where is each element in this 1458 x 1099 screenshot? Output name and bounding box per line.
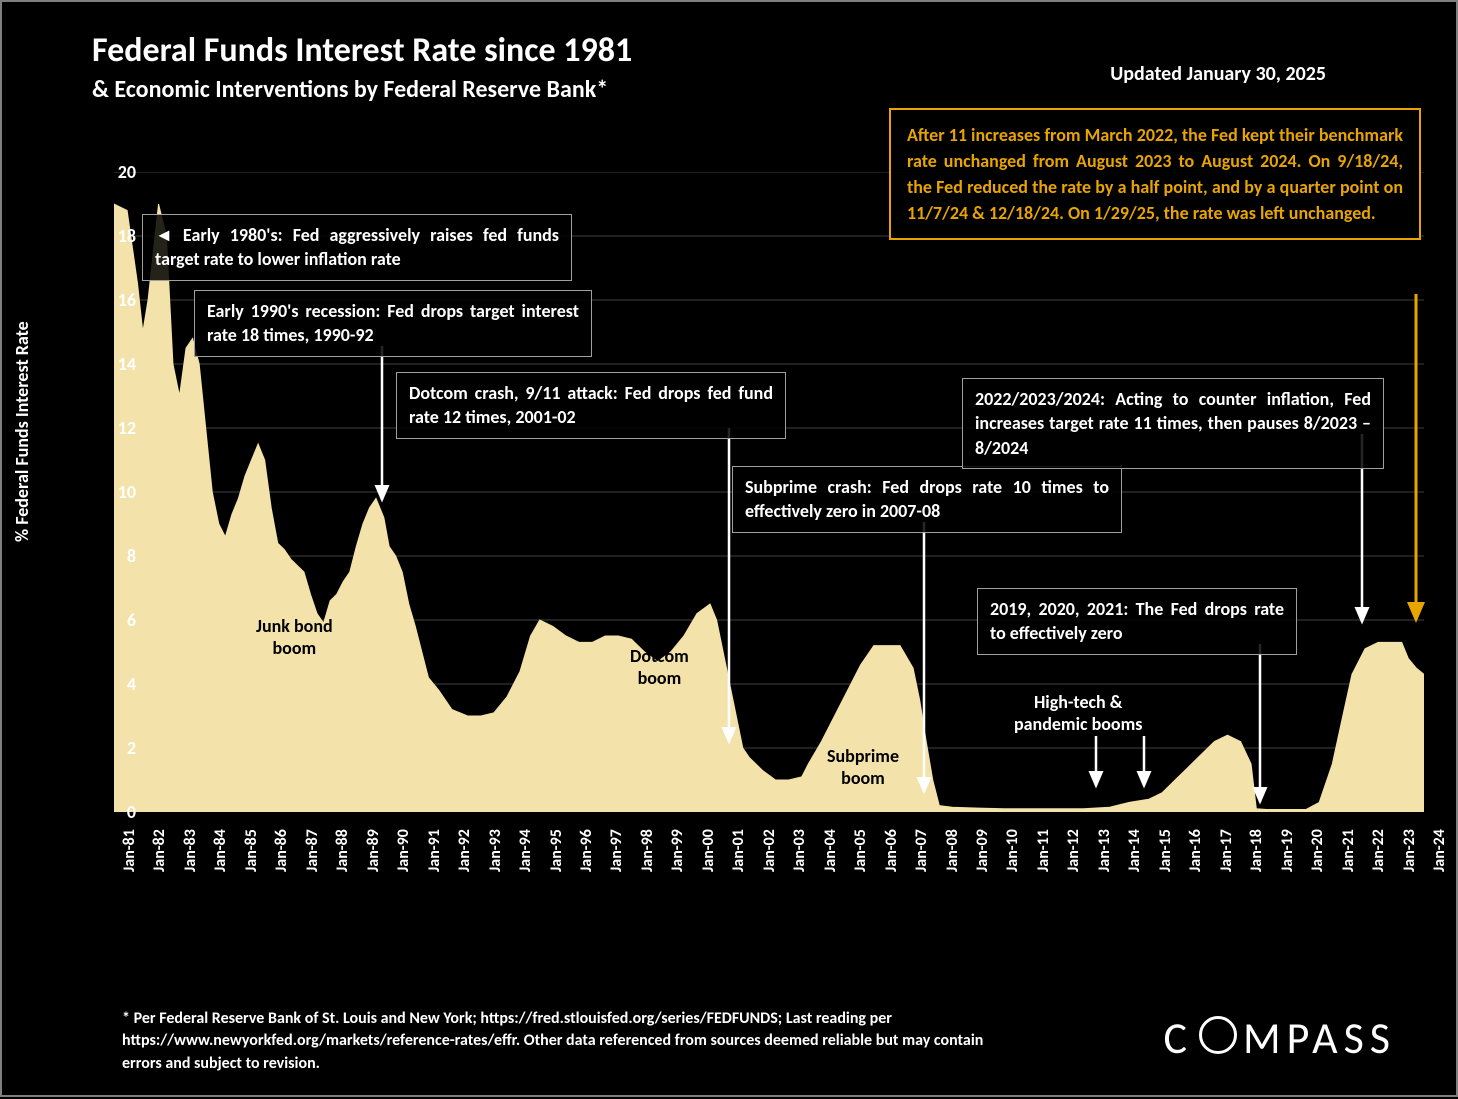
annotation-a1980s: ◄ Early 1980's: Fed aggressively raises … bbox=[142, 214, 572, 281]
x-tick: Jan-04 bbox=[821, 829, 840, 872]
x-tick: Jan-17 bbox=[1217, 829, 1236, 872]
x-tick: Jan-02 bbox=[760, 829, 779, 872]
x-tick: Jan-93 bbox=[486, 829, 505, 872]
compass-logo: C MPASS bbox=[1164, 1011, 1396, 1065]
annotation-a1990s: Early 1990's recession: Fed drops target… bbox=[194, 290, 592, 357]
x-tick: Jan-95 bbox=[547, 829, 566, 872]
x-tick: Jan-20 bbox=[1308, 829, 1327, 872]
footnote: * Per Federal Reserve Bank of St. Louis … bbox=[122, 1008, 1002, 1075]
y-axis-label: % Federal Funds Interest Rate bbox=[11, 321, 33, 542]
x-tick: Jan-11 bbox=[1034, 829, 1053, 872]
x-tick: Jan-87 bbox=[303, 829, 322, 872]
x-tick: Jan-24 bbox=[1430, 829, 1449, 872]
x-tick: Jan-86 bbox=[272, 829, 291, 872]
x-tick: Jan-99 bbox=[668, 829, 687, 872]
x-tick: Jan-10 bbox=[1003, 829, 1022, 872]
x-tick: Jan-06 bbox=[882, 829, 901, 872]
x-tick: Jan-01 bbox=[729, 829, 748, 872]
x-tick: Jan-03 bbox=[790, 829, 809, 872]
label-junk_bond: Junk bondboom bbox=[256, 616, 333, 659]
logo-letters: MPASS bbox=[1243, 1011, 1396, 1065]
x-tick: Jan-18 bbox=[1247, 829, 1266, 872]
y-tick: 0 bbox=[96, 801, 136, 823]
x-tick: Jan-88 bbox=[333, 829, 352, 872]
x-tick: Jan-22 bbox=[1369, 829, 1388, 872]
y-tick: 20 bbox=[96, 161, 136, 183]
x-tick: Jan-94 bbox=[516, 829, 535, 872]
annotation-a2019: 2019, 2020, 2021: The Fed drops rate to … bbox=[977, 588, 1297, 655]
x-tick: Jan-84 bbox=[211, 829, 230, 872]
x-tick: Jan-81 bbox=[120, 829, 139, 872]
y-tick: 10 bbox=[96, 481, 136, 503]
x-tick: Jan-83 bbox=[181, 829, 200, 872]
x-tick: Jan-09 bbox=[973, 829, 992, 872]
x-tick: Jan-85 bbox=[242, 829, 261, 872]
x-tick: Jan-08 bbox=[943, 829, 962, 872]
y-tick: 12 bbox=[96, 417, 136, 439]
y-tick: 4 bbox=[96, 673, 136, 695]
annotation-subprime_crash: Subprime crash: Fed drops rate 10 times … bbox=[732, 466, 1122, 533]
x-tick: Jan-82 bbox=[150, 829, 169, 872]
highlight-callout: After 11 increases from March 2022, the … bbox=[889, 108, 1421, 240]
x-tick: Jan-92 bbox=[455, 829, 474, 872]
annotation-dotcom_crash: Dotcom crash, 9/11 attack: Fed drops fed… bbox=[396, 372, 786, 439]
x-tick: Jan-16 bbox=[1186, 829, 1205, 872]
x-tick: Jan-14 bbox=[1125, 829, 1144, 872]
annotation-a2022: 2022/2023/2024: Acting to counter inflat… bbox=[962, 378, 1384, 469]
x-tick: Jan-23 bbox=[1400, 829, 1419, 872]
x-tick: Jan-91 bbox=[425, 829, 444, 872]
y-tick: 18 bbox=[96, 225, 136, 247]
x-tick: Jan-12 bbox=[1064, 829, 1083, 872]
x-tick: Jan-13 bbox=[1095, 829, 1114, 872]
y-tick: 14 bbox=[96, 353, 136, 375]
label-dotcom_boom: Dotcomboom bbox=[630, 646, 689, 689]
x-tick: Jan-19 bbox=[1278, 829, 1297, 872]
logo-o-icon bbox=[1199, 1016, 1237, 1054]
x-tick: Jan-15 bbox=[1156, 829, 1175, 872]
y-tick: 2 bbox=[96, 737, 136, 759]
title-block: Federal Funds Interest Rate since 1981 &… bbox=[92, 30, 632, 104]
chart-subtitle: & Economic Interventions by Federal Rese… bbox=[92, 75, 632, 104]
x-tick: Jan-96 bbox=[577, 829, 596, 872]
x-tick: Jan-98 bbox=[638, 829, 657, 872]
y-tick: 6 bbox=[96, 609, 136, 631]
label-subprime_boom: Subprimeboom bbox=[827, 746, 899, 789]
x-tick: Jan-21 bbox=[1339, 829, 1358, 872]
chart-title: Federal Funds Interest Rate since 1981 bbox=[92, 30, 632, 71]
updated-label: Updated January 30, 2025 bbox=[1110, 62, 1326, 86]
x-tick: Jan-90 bbox=[394, 829, 413, 872]
y-tick: 16 bbox=[96, 289, 136, 311]
x-tick: Jan-07 bbox=[912, 829, 931, 872]
y-tick: 8 bbox=[96, 545, 136, 567]
x-tick: Jan-89 bbox=[364, 829, 383, 872]
x-tick: Jan-97 bbox=[607, 829, 626, 872]
x-tick: Jan-00 bbox=[699, 829, 718, 872]
label-hightech: High-tech &pandemic booms bbox=[1014, 692, 1142, 735]
logo-letter: C bbox=[1164, 1011, 1193, 1065]
x-tick: Jan-05 bbox=[851, 829, 870, 872]
